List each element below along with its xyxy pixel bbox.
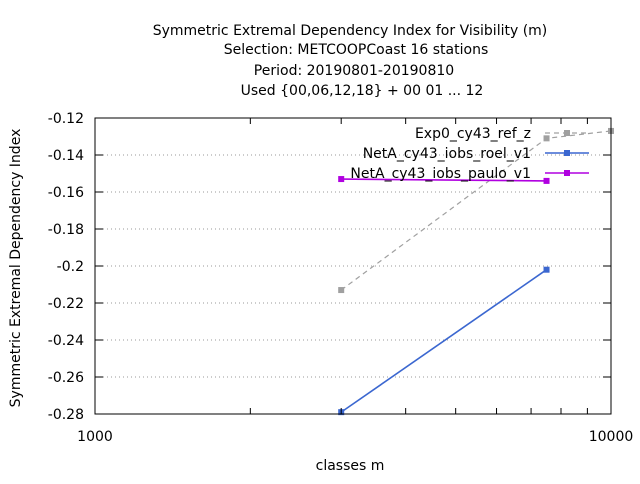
y-tick-label: -0.26 — [48, 370, 84, 386]
chart-title: Symmetric Extremal Dependency Index for … — [153, 23, 548, 99]
y-tick-label: -0.12 — [48, 111, 84, 127]
title-line-2: Selection: METCOOPCoast 16 stations — [224, 42, 489, 58]
x-axis-label: classes m — [316, 458, 385, 474]
legend-label-2: NetA_cy43_iobs_roel_v1 — [363, 146, 531, 162]
y-tick-label: -0.2 — [57, 259, 84, 275]
series-line-3 — [341, 178, 547, 182]
y-tick-label: -0.14 — [48, 148, 84, 164]
y-tick-label: -0.28 — [48, 407, 84, 423]
y-tick-label: -0.24 — [48, 333, 84, 349]
legend: Exp0_cy43_ref_z NetA_cy43_iobs_roel_v1 Net… — [350, 126, 589, 182]
series-line-2 — [340, 269, 547, 413]
y-tick-label: -0.16 — [48, 185, 84, 201]
title-line-3: Period: 20190801-20190810 — [254, 63, 454, 79]
legend-marker-3 — [564, 170, 570, 176]
x-tick-label: 10000 — [589, 429, 634, 445]
title-line-4: Used {00,06,12,18} + 00 01 ... 12 — [241, 83, 484, 99]
data-point — [338, 287, 345, 294]
legend-marker-2 — [564, 150, 570, 156]
plot-frame — [94, 117, 612, 415]
y-axis-label: Symmetric Extremal Dependency Index — [8, 129, 24, 408]
legend-label-3: NetA_cy43_iobs_paulo_v1 — [350, 166, 531, 182]
legend-label-1: Exp0_cy43_ref_z — [415, 126, 531, 142]
data-point — [543, 266, 550, 273]
data-point — [338, 176, 345, 183]
data-point — [543, 177, 550, 184]
grid — [95, 117, 611, 415]
data-point — [543, 135, 550, 142]
y-tick-label: -0.22 — [48, 296, 84, 312]
x-tick-label: 1000 — [77, 429, 113, 445]
y-tick-label: -0.18 — [48, 222, 84, 238]
axes: -0.12 -0.14 -0.16 -0.18 -0.2 -0.22 -0.24 -0.26 -… — [48, 111, 634, 445]
title-line-1: Symmetric Extremal Dependency Index for … — [153, 23, 548, 39]
legend-marker-1 — [564, 130, 570, 136]
series-layer — [338, 127, 614, 416]
